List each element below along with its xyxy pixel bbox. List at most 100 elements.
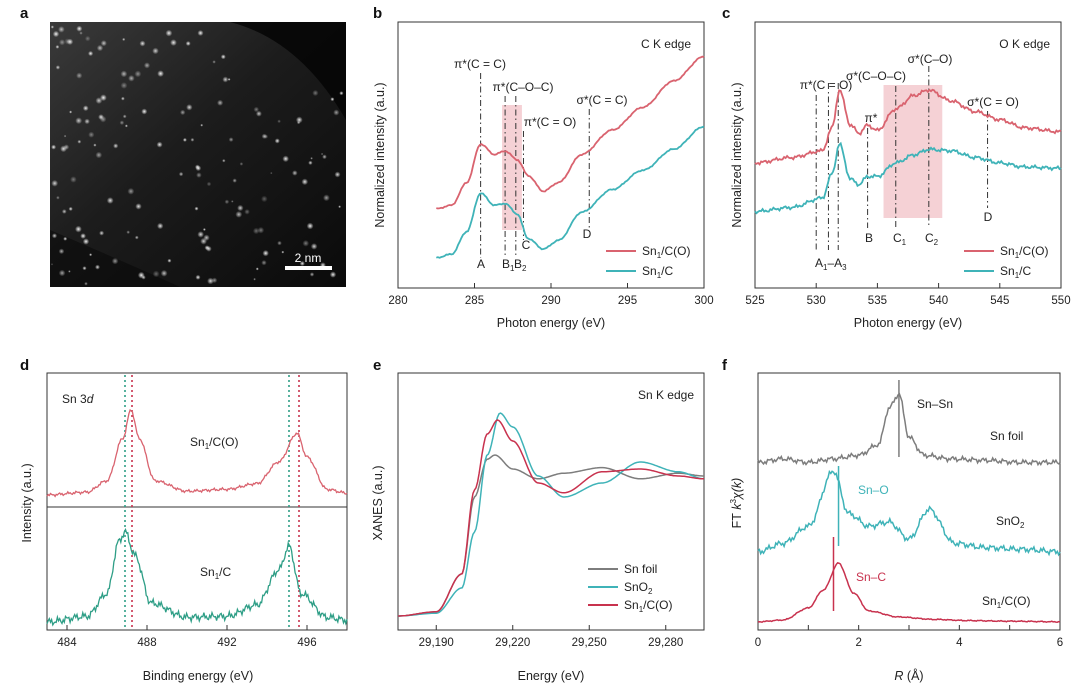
atom	[178, 171, 184, 177]
atom	[244, 209, 250, 215]
annotation-sigma-cc: σ*(C = C)	[576, 93, 627, 107]
series-sn1-c-c	[754, 141, 1062, 215]
atom	[204, 245, 210, 251]
atom-dots	[50, 25, 344, 286]
atom	[70, 176, 77, 183]
atom	[277, 119, 281, 124]
panel-f-frame	[757, 372, 1061, 631]
atom	[76, 72, 83, 79]
peak-label-b2: B2	[514, 257, 527, 273]
atom	[255, 110, 262, 117]
panel-a-image: 2 nm	[50, 22, 346, 287]
annotation-sigma-co: σ*(C–O)	[908, 52, 953, 66]
atom	[212, 60, 216, 64]
atom	[217, 99, 224, 106]
atom	[128, 75, 135, 82]
atom	[120, 70, 128, 78]
atom	[63, 134, 67, 138]
atom	[84, 281, 88, 286]
c-xtick-label: 550	[1051, 295, 1070, 307]
peak-label-a1-a3: A1–A3	[815, 256, 847, 272]
f-xtick-label: 0	[755, 637, 761, 649]
scale-bar-label: 2 nm	[295, 251, 322, 265]
panel-letter-b: b	[373, 5, 382, 22]
atom	[222, 76, 229, 83]
atom	[58, 26, 65, 33]
atom	[121, 96, 125, 101]
atom	[143, 62, 151, 69]
atom	[231, 200, 234, 203]
atom	[301, 178, 309, 186]
atom	[80, 233, 86, 239]
atom	[55, 65, 61, 70]
legend-e: Sn foil SnO2 Sn1/C(O)	[588, 562, 672, 614]
atom	[122, 114, 127, 119]
atom	[194, 206, 199, 211]
d-xtick-label: 496	[297, 637, 316, 649]
atom	[261, 260, 267, 266]
panel-d: 484 488 492 496 Sn 3d Binding energy (eV) I…	[20, 372, 348, 683]
legend-e-item-2: Sn1/C(O)	[624, 598, 672, 614]
atom	[141, 108, 148, 115]
c-xtick-label: 535	[868, 295, 887, 307]
b-xtick-label: 290	[541, 295, 560, 307]
series-sn-foil	[398, 454, 704, 617]
panel-c-xlabel: Photon energy (eV)	[854, 316, 962, 330]
atom	[51, 233, 58, 239]
atom	[309, 272, 315, 277]
c-xtick-label: 545	[990, 295, 1009, 307]
atom	[262, 250, 269, 257]
atom	[292, 170, 298, 176]
atom	[152, 270, 160, 278]
atom	[106, 197, 114, 204]
atom	[100, 40, 107, 47]
annotation-sigma-c-o: σ*(C = O)	[967, 95, 1019, 109]
atom	[157, 70, 165, 77]
panel-e: 29,190 29,220 29,250 29,280 Sn K edge Energ…	[371, 372, 705, 683]
series-sn1-co	[436, 55, 705, 210]
series-sn1-co-e	[398, 419, 704, 617]
atom	[329, 271, 337, 278]
f-xtick-label: 2	[855, 637, 861, 649]
series-sn1-c	[436, 125, 705, 259]
atom	[56, 195, 60, 200]
bond-label-sn-o: Sn–O	[858, 483, 889, 497]
atom	[141, 275, 146, 280]
atom	[61, 209, 67, 214]
atom	[59, 39, 66, 46]
c-xtick-label: 525	[745, 295, 764, 307]
atom	[200, 237, 208, 245]
panel-e-ylabel: XANES (a.u.)	[371, 465, 385, 540]
peak-label-b1: B1	[502, 257, 515, 273]
sample-label-sn1-co: Sn1/C(O)	[982, 594, 1030, 610]
annotation-pi-coc: π*(C–O–C)	[493, 80, 554, 94]
shaded-region-b	[502, 105, 522, 230]
atom	[51, 144, 57, 150]
atom	[235, 211, 243, 218]
panel-d-frame	[46, 372, 348, 631]
atom	[200, 123, 204, 127]
atom	[139, 40, 146, 47]
atom	[237, 204, 244, 212]
shaded-region-c	[883, 85, 943, 218]
atom	[69, 110, 73, 114]
atom	[52, 30, 60, 38]
atom	[75, 117, 83, 125]
atom	[88, 50, 94, 57]
c-xtick-label: 540	[929, 295, 948, 307]
atom	[232, 178, 237, 183]
atom	[119, 120, 125, 125]
atom	[75, 225, 82, 233]
atom	[63, 144, 70, 150]
atom	[310, 243, 318, 250]
label-sn1-co-d: Sn1/C(O)	[190, 435, 238, 451]
panel-d-xlabel: Binding energy (eV)	[143, 669, 253, 683]
series-sno2-f	[757, 469, 1061, 557]
atom	[239, 162, 244, 166]
atom	[100, 94, 107, 102]
annotation-sigma-coc: σ*(C–O–C)	[846, 69, 906, 83]
atom	[165, 29, 173, 37]
atom	[127, 187, 135, 195]
atom	[228, 137, 234, 143]
